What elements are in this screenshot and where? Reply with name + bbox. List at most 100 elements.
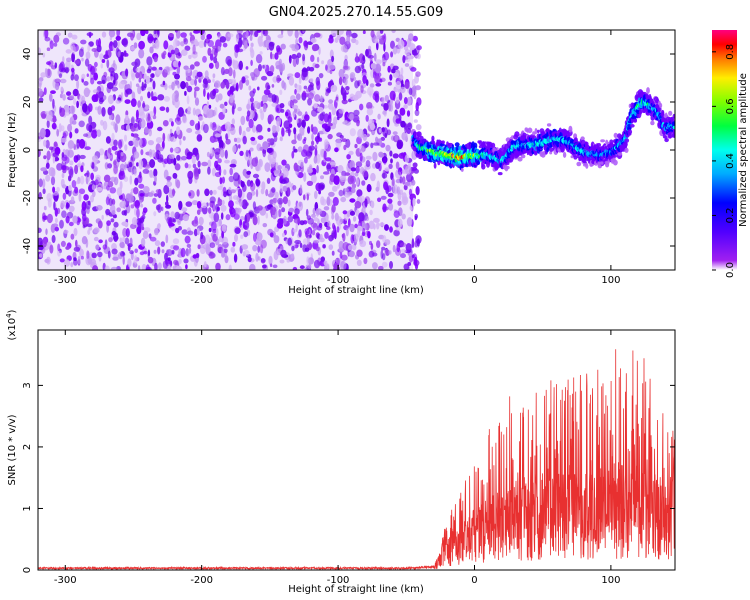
x-tick-label: 0 — [471, 575, 477, 586]
noise-speckle — [297, 146, 303, 153]
noise-speckle — [356, 259, 362, 266]
signal-point — [646, 87, 650, 94]
noise-speckle — [73, 74, 79, 81]
noise-speckle — [258, 42, 263, 47]
noise-speckle — [54, 62, 58, 69]
noise-speckle — [263, 89, 271, 96]
noise-speckle — [354, 223, 358, 229]
noise-speckle — [102, 185, 107, 190]
noise-speckle — [302, 92, 309, 98]
signal-point — [432, 140, 436, 146]
noise-speckle — [392, 72, 400, 78]
noise-speckle — [57, 243, 61, 252]
signal-point — [613, 159, 618, 166]
noise-speckle — [127, 244, 131, 252]
noise-speckle — [313, 32, 321, 38]
noise-speckle — [213, 88, 219, 94]
noise-speckle — [217, 243, 223, 253]
noise-speckle — [59, 219, 64, 229]
noise-speckle — [311, 44, 318, 52]
noise-speckle — [312, 207, 316, 215]
noise-speckle — [356, 249, 363, 257]
noise-speckle — [265, 212, 269, 219]
noise-speckle — [109, 187, 117, 194]
noise-speckle — [179, 139, 182, 146]
noise-speckle — [387, 198, 393, 204]
noise-speckle — [206, 108, 213, 119]
noise-speckle — [153, 56, 158, 63]
noise-speckle — [330, 84, 338, 93]
noise-speckle — [413, 256, 418, 266]
noise-speckle — [257, 215, 260, 225]
signal-point — [497, 172, 503, 176]
signal-point — [467, 163, 473, 167]
noise-speckle — [207, 40, 214, 47]
noise-speckle — [293, 162, 298, 172]
noise-speckle — [167, 219, 172, 227]
noise-speckle — [74, 59, 80, 65]
noise-speckle — [254, 30, 259, 38]
noise-speckle — [236, 207, 241, 215]
noise-speckle — [313, 239, 320, 244]
noise-speckle — [311, 174, 317, 184]
noise-speckle — [200, 34, 205, 41]
snr-frame — [37, 329, 676, 571]
noise-speckle — [124, 99, 131, 104]
noise-speckle — [133, 187, 139, 195]
noise-speckle — [173, 157, 177, 166]
noise-speckle — [78, 48, 84, 58]
noise-speckle — [292, 99, 298, 104]
noise-speckle — [46, 256, 51, 265]
noise-speckle — [117, 51, 121, 57]
signal-point — [437, 160, 441, 166]
noise-speckle — [362, 30, 366, 34]
noise-speckle — [230, 78, 236, 86]
noise-speckle — [287, 199, 291, 207]
noise-speckle — [391, 68, 396, 74]
noise-speckle — [250, 136, 256, 142]
noise-speckle — [219, 177, 223, 185]
noise-speckle — [157, 203, 162, 213]
noise-speckle — [54, 78, 61, 84]
noise-speckle — [282, 185, 288, 192]
noise-speckle — [300, 161, 304, 168]
signal-point — [507, 157, 514, 163]
noise-speckle — [142, 102, 146, 109]
x-tick-label: -300 — [54, 275, 77, 286]
noise-speckle — [335, 138, 342, 148]
noise-speckle — [237, 188, 243, 198]
noise-speckle — [135, 67, 142, 73]
noise-speckle — [45, 162, 50, 169]
noise-speckle — [315, 208, 323, 215]
noise-speckle — [315, 246, 320, 252]
noise-speckle — [43, 87, 47, 95]
noise-speckle — [138, 48, 145, 59]
noise-speckle — [186, 128, 193, 133]
noise-speckle — [43, 155, 47, 160]
noise-speckle — [270, 168, 274, 174]
noise-speckle — [341, 99, 348, 105]
noise-speckle — [391, 30, 396, 34]
noise-speckle — [352, 114, 360, 123]
noise-speckle — [339, 252, 343, 259]
noise-speckle — [146, 87, 154, 91]
noise-speckle — [50, 90, 56, 94]
noise-speckle — [399, 242, 407, 248]
noise-speckle — [321, 60, 325, 65]
noise-speckle — [208, 104, 212, 109]
noise-speckle — [270, 51, 273, 60]
noise-speckle — [40, 167, 47, 172]
noise-speckle — [285, 111, 289, 117]
figure-title: GN04.2025.270.14.55.G09 — [269, 5, 444, 20]
noise-speckle — [257, 245, 261, 253]
noise-speckle — [97, 105, 102, 115]
noise-speckle — [412, 197, 416, 207]
noise-speckle — [162, 132, 166, 142]
noise-speckle — [392, 244, 396, 253]
noise-speckle — [108, 115, 114, 120]
noise-speckle — [353, 109, 360, 116]
noise-speckle — [333, 116, 338, 125]
noise-speckle — [416, 97, 422, 106]
noise-speckle — [152, 197, 157, 204]
